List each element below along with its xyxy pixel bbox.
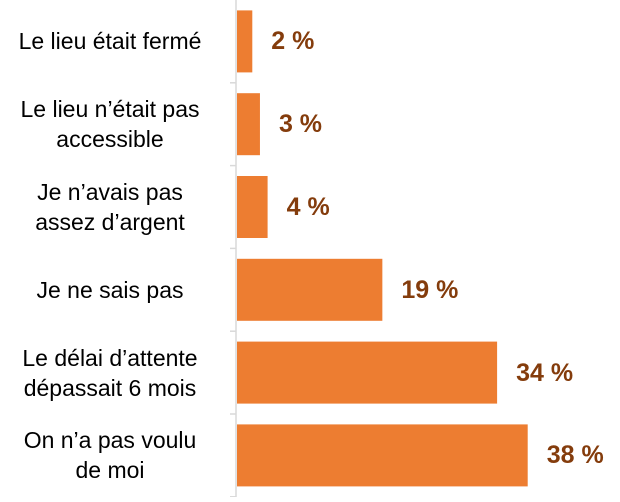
category-label: Je ne sais pas xyxy=(36,276,184,303)
category-label: Le délai d’attente dépassait 6 mois xyxy=(22,344,198,401)
category-label: Le lieu était fermé xyxy=(18,28,202,55)
category-label: Je n’avais pas assez d’argent xyxy=(35,179,185,235)
data-label: 19 % xyxy=(401,275,459,304)
bar xyxy=(237,424,528,487)
data-label: 38 % xyxy=(546,441,604,470)
category-label: On n’a pas voulu de moi xyxy=(23,427,197,484)
bar xyxy=(237,341,498,404)
data-label: 3 % xyxy=(278,110,323,139)
data-label: 34 % xyxy=(516,358,574,387)
bar xyxy=(237,10,253,73)
bar xyxy=(237,176,268,238)
data-label: 4 % xyxy=(286,193,330,221)
category-label: Le lieu n’était pas accessible xyxy=(20,96,200,153)
bar xyxy=(237,258,383,321)
bar xyxy=(237,93,260,156)
data-label: 2 % xyxy=(271,27,315,56)
